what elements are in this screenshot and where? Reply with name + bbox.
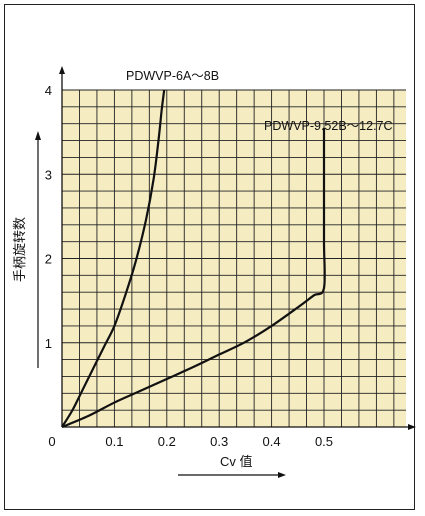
y-tick-label: 1 [45,336,52,351]
x-axis-arrow [408,424,416,430]
x-axis-label: Cv 值 [220,454,253,469]
x-tick-label: 0.3 [210,434,228,449]
series-line-2 [61,127,326,429]
grid-lines [62,89,406,427]
series-label-2: PDWVP-9.52B～12.7C [264,119,393,133]
y-tick-labels: 1 2 3 4 [45,83,52,351]
x-tick-label: 0.1 [105,434,123,449]
series-labels: PDWVP-6A～8B PDWVP-9.52B～12.7C [126,69,393,133]
series-label-1: PDWVP-6A～8B [126,69,219,83]
x-label-arrow-head [278,472,286,478]
y-axis-label: 手柄旋转数 [12,217,27,282]
series-lines [61,89,326,429]
axes [59,66,416,430]
y-label-arrow-head [35,131,41,140]
y-tick-label: 4 [45,83,52,98]
x-tick-labels: 0 0.1 0.2 0.3 0.4 0.5 [48,434,333,449]
y-tick-label: 3 [45,167,52,182]
x-tick-label: 0.4 [263,434,281,449]
x-tick-label: 0.5 [315,434,333,449]
y-axis-arrow [59,66,65,74]
x-tick-label: 0 [48,434,55,449]
series-line-1 [61,89,166,428]
x-tick-label: 0.2 [158,434,176,449]
y-tick-label: 2 [45,252,52,267]
